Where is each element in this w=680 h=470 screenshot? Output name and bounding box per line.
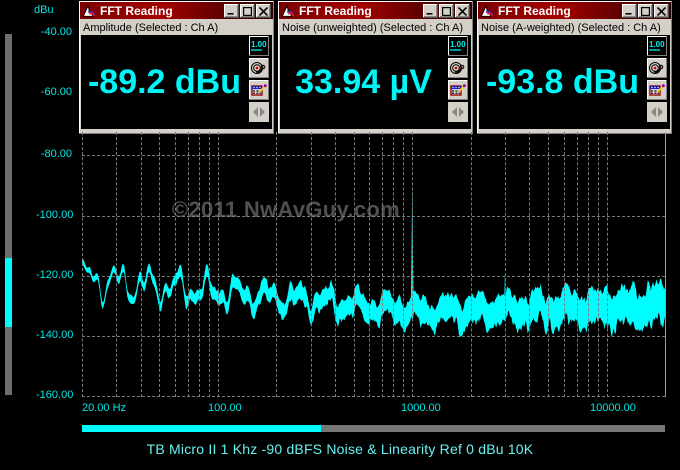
svg-text:1.00: 1.00 [450, 40, 466, 49]
svg-text:1.00: 1.00 [649, 40, 665, 49]
svg-text:1.00: 1.00 [251, 40, 267, 49]
